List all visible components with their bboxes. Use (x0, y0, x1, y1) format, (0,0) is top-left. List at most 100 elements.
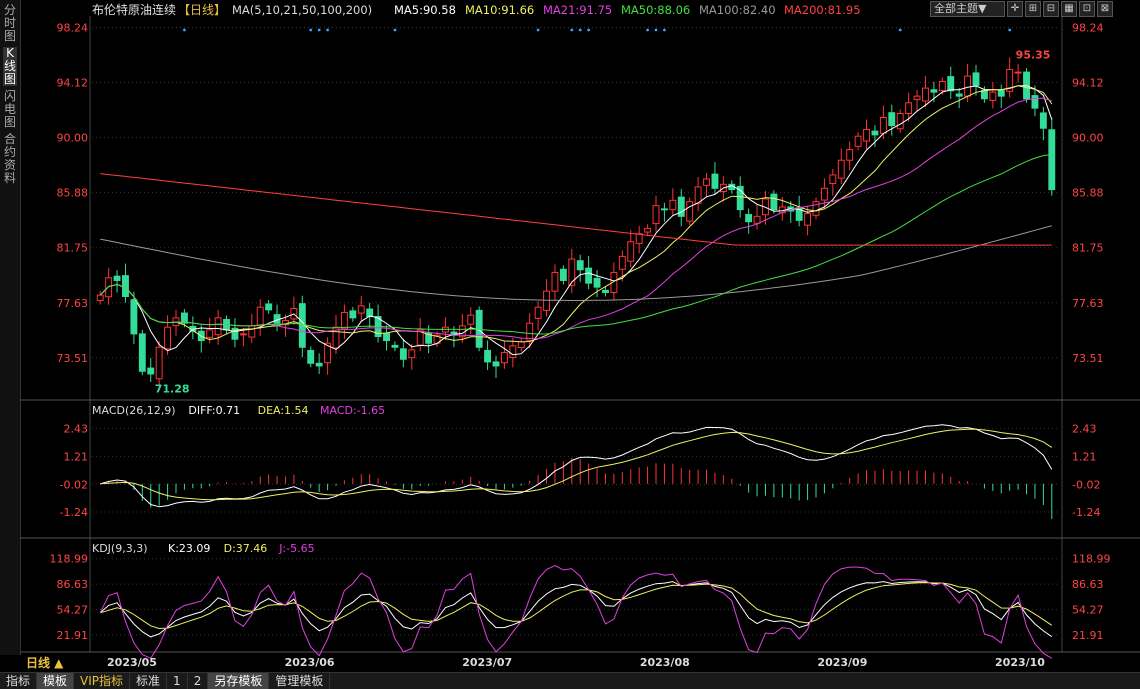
candle-102 (955, 87, 963, 109)
left-tab-3[interactable]: 合约资料 (3, 132, 16, 185)
ma-label-6: MA200:81.95 (784, 3, 861, 17)
candle-55 (559, 265, 567, 285)
event-dot-6 (570, 28, 574, 32)
price-tick-right-2: 90.00 (1072, 132, 1104, 145)
left-tab-0[interactable]: 分时图 (3, 3, 16, 43)
crosshair-icon[interactable]: ✛ (1007, 1, 1023, 17)
max-price-label: 95.35 (1016, 49, 1051, 62)
candle-12 (197, 325, 205, 353)
bottom-tab-0[interactable]: 指标 (0, 673, 38, 689)
ma-label-5: MA100:82.40 (699, 3, 776, 17)
candle-112 (1039, 106, 1047, 141)
ma-label-0: MA(5,10,21,50,100,200) (232, 3, 372, 17)
bottom-tab-4[interactable]: 1 (167, 673, 188, 689)
candle-36 (399, 338, 407, 368)
ma-label-1: MA5:90.58 (394, 3, 456, 17)
candle-104 (972, 64, 980, 96)
candle-57 (576, 254, 584, 282)
price-tick-right-3: 85.88 (1072, 187, 1104, 200)
candle-87 (829, 168, 837, 196)
left-tab-bar: 分时图 K线图闪电图合约资料 (0, 0, 21, 655)
candle-77 (745, 208, 753, 234)
candle-14 (214, 309, 222, 345)
left-tab-2[interactable]: 闪电图 (3, 89, 16, 129)
min-price-label: 71.28 (155, 383, 190, 396)
macd-dea-line (100, 428, 1053, 501)
macd-label-2: DEA:1.54 (258, 404, 309, 417)
zoom-in-icon[interactable]: ⊞ (1025, 1, 1041, 17)
fullscreen-icon[interactable]: ⊡ (1079, 1, 1095, 17)
close-icon[interactable]: ⊠ (1097, 1, 1113, 17)
candle-33 (374, 304, 382, 343)
macd-tick-right-1: 1.21 (1072, 450, 1097, 463)
bottom-tab-1[interactable]: 模板 (37, 673, 75, 689)
grid-icon[interactable]: ▦ (1061, 1, 1077, 17)
candle-94 (888, 104, 896, 136)
bottom-tab-5[interactable]: 2 (188, 673, 209, 689)
left-tab-1[interactable]: K线图 (3, 46, 17, 86)
kdj-label-2: D:37.46 (224, 542, 268, 555)
bottom-tab-2[interactable]: VIP指标 (74, 673, 131, 689)
macd-tick-right-0: 2.43 (1072, 423, 1097, 436)
candle-92 (871, 125, 879, 147)
candle-28 (332, 315, 340, 355)
chart-area[interactable]: 布伦特原油连续 【日线】 MA(5,10,21,50,100,200) MA5:90.… (20, 0, 1140, 672)
candle-78 (753, 204, 761, 230)
kdj-tick-left-0: 118.99 (50, 553, 89, 566)
price-tick-left-1: 94.12 (57, 77, 89, 90)
event-dot-7 (578, 28, 582, 32)
ma200-line (100, 173, 1052, 246)
candle-29 (340, 304, 348, 339)
event-dot-3 (326, 28, 329, 32)
kdj-label-3: J:-5.65 (278, 542, 314, 555)
candle-47 (492, 355, 500, 378)
bottom-tab-6[interactable]: 另存模板 (208, 673, 270, 689)
bottom-tab-3[interactable]: 标准 (130, 673, 168, 689)
price-tick-right-5: 77.63 (1072, 297, 1104, 310)
candle-52 (534, 301, 542, 331)
kdj-tick-right-3: 21.91 (1072, 629, 1104, 642)
candle-16 (231, 318, 239, 348)
price-tick-right-4: 81.75 (1072, 242, 1104, 255)
macd-tick-left-1: 1.21 (64, 450, 89, 463)
candle-7 (155, 341, 163, 391)
candle-19 (256, 299, 264, 336)
candle-8 (164, 315, 172, 355)
price-tick-right-6: 73.51 (1072, 352, 1104, 365)
kdj-j-line (99, 565, 1053, 659)
candle-73 (711, 162, 719, 195)
price-tick-left-3: 85.88 (57, 187, 89, 200)
candle-2 (113, 270, 121, 293)
event-dot-4 (393, 28, 397, 32)
period-button[interactable]: 日线 ▲ (26, 656, 64, 670)
candle-69 (677, 189, 685, 227)
candle-109 (1014, 64, 1022, 83)
candle-39 (425, 325, 433, 354)
candle-97 (913, 90, 921, 112)
candle-48 (500, 340, 508, 369)
candle-44 (467, 307, 475, 335)
kdj-label-0: KDJ(9,3,3) (92, 542, 148, 555)
ma100-line (100, 225, 1052, 301)
candle-70 (686, 197, 694, 226)
event-dot-8 (587, 28, 591, 32)
bottom-tab-7[interactable]: 管理模板 (269, 673, 331, 689)
macd-tick-right-2: -0.02 (1072, 478, 1100, 491)
candle-108 (1006, 57, 1014, 98)
price-tick-right-0: 98.24 (1072, 21, 1104, 34)
kdj-d-line (100, 582, 1053, 630)
candle-49 (509, 337, 517, 368)
candle-95 (896, 109, 904, 133)
candle-4 (130, 291, 138, 344)
candle-98 (922, 76, 929, 107)
theme-selector-button[interactable]: 全部主题▼ (930, 1, 1005, 17)
period-label: 【日线】 (178, 3, 226, 17)
macd-label-0: MACD(26,12,9) (92, 404, 176, 417)
candle-84 (804, 205, 812, 236)
candle-10 (180, 309, 188, 328)
zoom-out-icon[interactable]: ⊟ (1043, 1, 1059, 17)
kdj-tick-left-3: 21.91 (57, 629, 89, 642)
candle-71 (694, 176, 702, 212)
candle-89 (846, 141, 854, 171)
kdj-tick-right-0: 118.99 (1072, 553, 1111, 566)
